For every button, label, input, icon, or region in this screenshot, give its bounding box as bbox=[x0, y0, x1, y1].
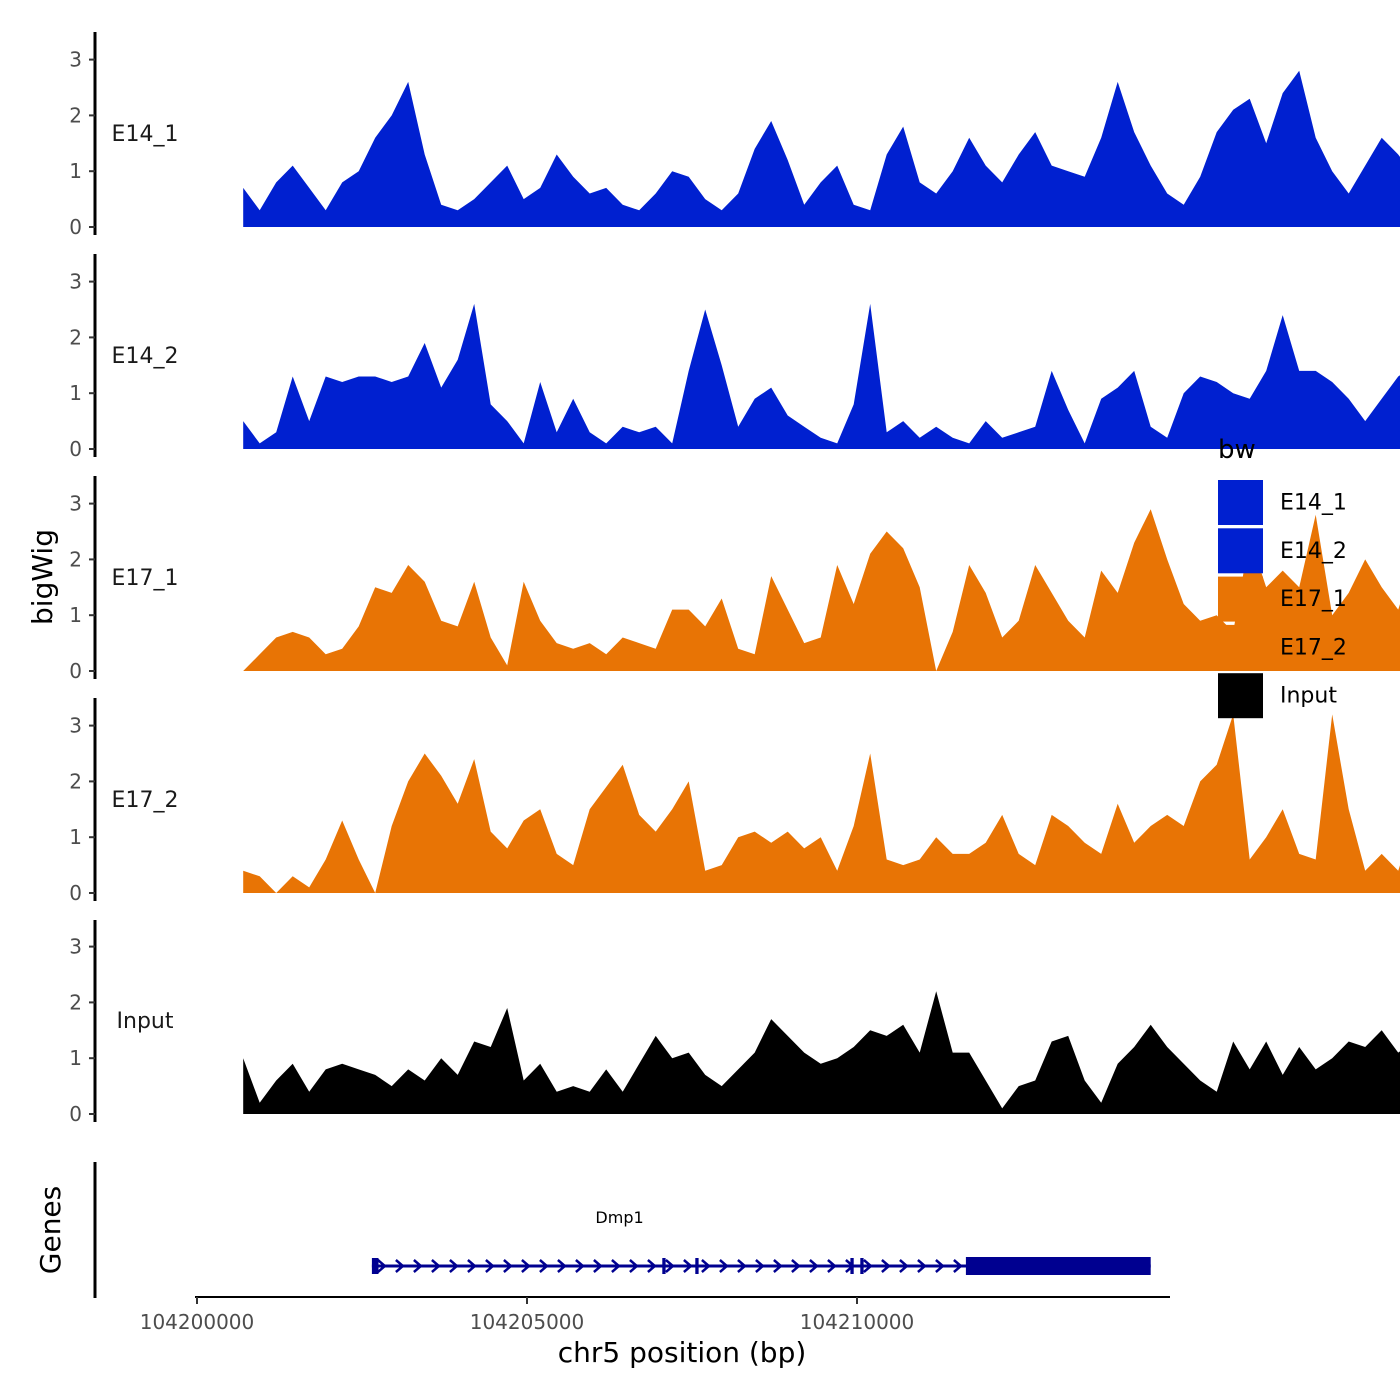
gene-strand-arrow bbox=[575, 1259, 585, 1273]
genes-track-title: Genes bbox=[34, 1186, 67, 1274]
gene-elements: Dmp1 bbox=[371, 1208, 1151, 1275]
gene-strand-arrow bbox=[521, 1259, 531, 1273]
x-tick-label-1: 104205000 bbox=[470, 1310, 585, 1334]
y-tick-label-E17_2-1: 1 bbox=[69, 825, 82, 849]
gene-strand-arrow bbox=[881, 1259, 891, 1273]
y-tick-label-E17_1-2: 2 bbox=[69, 547, 82, 571]
x-tick-label-0: 104200000 bbox=[140, 1310, 255, 1334]
legend-swatch-E17_2 bbox=[1218, 624, 1263, 670]
genes-track: Genes Dmp1 bbox=[34, 1162, 1151, 1298]
track-label-Input: Input bbox=[117, 1009, 174, 1034]
gene-strand-arrow bbox=[719, 1259, 729, 1273]
y-tick-label-E14_1-2: 2 bbox=[69, 103, 82, 127]
track-E14_1: 0 1 2 3 E14_1 bbox=[69, 32, 1400, 239]
area-E17_2 bbox=[243, 714, 1400, 893]
legend-label-E17_2: E17_2 bbox=[1280, 635, 1347, 660]
x-tick-label-2: 104210000 bbox=[800, 1310, 915, 1334]
area-E17_1 bbox=[243, 509, 1400, 671]
gene-exon-4 bbox=[860, 1258, 864, 1274]
track-label-E14_2: E14_2 bbox=[112, 344, 179, 369]
gene-strand-arrow bbox=[629, 1259, 639, 1273]
track-label-E17_1: E17_1 bbox=[112, 566, 179, 591]
y-tick-label-E14_1-1: 1 bbox=[69, 159, 82, 183]
gene-strand-arrow bbox=[701, 1259, 711, 1273]
gene-strand-arrow bbox=[809, 1259, 819, 1273]
gene-strand-arrow bbox=[557, 1259, 567, 1273]
y-tick-label-E17_1-0: 0 bbox=[69, 659, 82, 683]
y-tick-label-E14_2-2: 2 bbox=[69, 325, 82, 349]
legend-title: bw bbox=[1218, 435, 1256, 465]
gene-strand-arrow bbox=[773, 1259, 783, 1273]
y-tick-label-E17_1-1: 1 bbox=[69, 603, 82, 627]
track-Input: 0 1 2 3 Input bbox=[69, 920, 1400, 1126]
gene-strand-arrow bbox=[539, 1259, 549, 1273]
legend-items: E14_1 E14_2 E17_1 E17_2 Input bbox=[1218, 480, 1347, 719]
gene-strand-arrow bbox=[683, 1259, 693, 1273]
signal-tracks: 0 1 2 3 E14_1 0 1 2 3 E14_2 0 1 2 3 E17_1 0 1 2 3 E17_2 0 1 2 3… bbox=[69, 32, 1400, 1126]
gene-strand-arrow bbox=[467, 1259, 477, 1273]
legend-swatch-E14_1 bbox=[1218, 480, 1263, 525]
legend: bw E14_1 E14_2 E17_1 E17_2 Input bbox=[1218, 435, 1347, 719]
gene-strand-arrow bbox=[413, 1259, 423, 1273]
track-label-E17_2: E17_2 bbox=[112, 788, 179, 813]
gene-strand-arrow bbox=[827, 1259, 837, 1273]
y-tick-label-E17_2-0: 0 bbox=[69, 881, 82, 905]
legend-swatch-E17_1 bbox=[1218, 576, 1263, 622]
y-tick-label-E17_1-3: 3 bbox=[69, 492, 82, 516]
y-tick-label-E14_1-0: 0 bbox=[69, 215, 82, 239]
gene-strand-arrow bbox=[593, 1259, 603, 1273]
track-label-E14_1: E14_1 bbox=[112, 122, 179, 147]
gene-strand-arrow bbox=[611, 1259, 621, 1273]
gene-exon-0 bbox=[371, 1258, 379, 1274]
track-E17_2: 0 1 2 3 E17_2 bbox=[69, 698, 1400, 905]
gene-strand-arrow bbox=[431, 1259, 441, 1273]
legend-label-E17_1: E17_1 bbox=[1280, 587, 1347, 612]
x-ticks: 104200000 104205000 104210000 bbox=[140, 1297, 915, 1334]
y-tick-label-Input-2: 2 bbox=[69, 990, 82, 1014]
y-tick-label-E14_1-3: 3 bbox=[69, 48, 82, 72]
gene-strand-arrow bbox=[935, 1259, 945, 1273]
gene-strand-arrow bbox=[737, 1259, 747, 1273]
gene-strand-arrow bbox=[917, 1259, 927, 1273]
gene-strand-arrow bbox=[665, 1259, 675, 1273]
gene-strand-arrow bbox=[395, 1259, 405, 1273]
area-E14_1 bbox=[243, 70, 1400, 227]
legend-swatch-Input bbox=[1218, 673, 1263, 719]
x-axis-title: chr5 position (bp) bbox=[558, 1336, 807, 1369]
gene-exon-2 bbox=[695, 1258, 699, 1274]
y-tick-label-Input-3: 3 bbox=[69, 935, 82, 959]
y-tick-label-E17_2-3: 3 bbox=[69, 714, 82, 738]
gene-strand-arrow bbox=[485, 1259, 495, 1273]
gene-strand-arrow bbox=[899, 1259, 909, 1273]
legend-label-Input: Input bbox=[1280, 684, 1337, 709]
gene-exon-1 bbox=[662, 1258, 666, 1274]
y-axis-title: bigWig bbox=[26, 529, 59, 625]
gene-strand-arrow bbox=[755, 1259, 765, 1273]
gene-exon-5 bbox=[965, 1257, 1151, 1275]
gene-strand-arrow bbox=[863, 1259, 873, 1273]
y-tick-label-Input-1: 1 bbox=[69, 1046, 82, 1070]
gene-strand-arrow bbox=[791, 1259, 801, 1273]
y-tick-label-E14_2-1: 1 bbox=[69, 381, 82, 405]
gene-strand-arrow bbox=[503, 1259, 513, 1273]
y-tick-label-Input-0: 0 bbox=[69, 1102, 82, 1126]
legend-swatch-E14_2 bbox=[1218, 528, 1263, 574]
track-E17_1: 0 1 2 3 E17_1 bbox=[69, 476, 1400, 683]
y-tick-label-E17_2-2: 2 bbox=[69, 769, 82, 793]
track-E14_2: 0 1 2 3 E14_2 bbox=[69, 254, 1400, 461]
gene-strand-arrow bbox=[449, 1259, 459, 1273]
gene-name-label: Dmp1 bbox=[595, 1208, 643, 1227]
y-tick-label-E14_2-3: 3 bbox=[69, 270, 82, 294]
legend-label-E14_2: E14_2 bbox=[1280, 539, 1347, 564]
gene-exon-3 bbox=[850, 1258, 854, 1274]
gene-strand-arrow bbox=[953, 1259, 963, 1273]
area-E14_2 bbox=[243, 303, 1400, 449]
area-Input bbox=[243, 991, 1400, 1114]
gene-strand-arrow bbox=[647, 1259, 657, 1273]
gene-strand-arrow bbox=[377, 1259, 387, 1273]
legend-label-E14_1: E14_1 bbox=[1280, 491, 1347, 516]
y-tick-label-E14_2-0: 0 bbox=[69, 437, 82, 461]
x-axis: 104200000 104205000 104210000 chr5 positio… bbox=[140, 1296, 1170, 1369]
